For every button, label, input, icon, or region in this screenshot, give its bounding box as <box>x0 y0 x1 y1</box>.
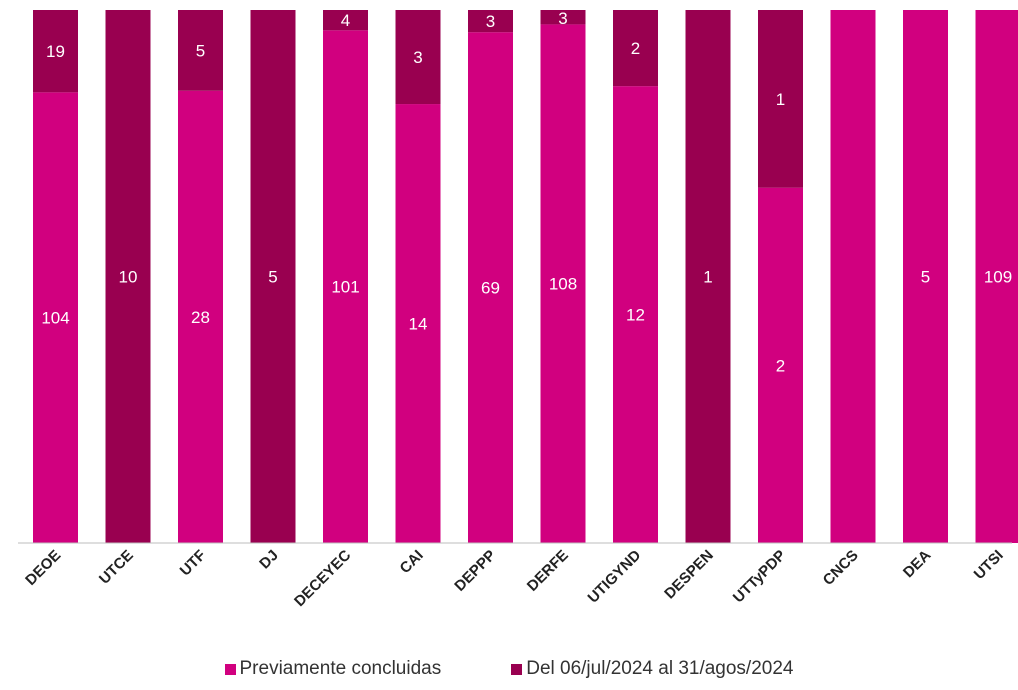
x-tick-label-dea: DEA <box>900 547 935 582</box>
bar-segment-previamente-deceyec <box>323 30 368 544</box>
bar-segment-periodo-utigynd <box>613 10 658 87</box>
bar-segment-previamente-utf <box>178 90 223 544</box>
bar-segment-periodo-despen <box>685 10 731 543</box>
x-tick-label-utce: UTCE <box>96 547 137 588</box>
bar-segment-previamente-deppp <box>468 32 513 543</box>
data-label-periodo-deoe: 19 <box>46 42 65 61</box>
legend-label-series-2: Del 06/jul/2024 al 31/agos/2024 <box>526 658 794 679</box>
legend-swatch-series-2 <box>511 663 523 675</box>
x-tick-label-derfe: DERFE <box>524 547 572 595</box>
data-label-periodo-despen: 1 <box>703 268 712 287</box>
data-label-periodo-uttypdp: 1 <box>776 90 785 109</box>
bar-segment-periodo-deceyec <box>323 10 368 31</box>
data-label-periodo-derfe: 3 <box>558 9 567 28</box>
bar-segment-previamente-uttypdp <box>758 187 803 543</box>
bar-segment-periodo-utf <box>178 10 223 91</box>
x-tick-label-despen: DESPEN <box>661 547 717 603</box>
bar-segment-previamente-derfe <box>540 24 586 544</box>
legend: Previamente concluidas Del 06/jul/2024 a… <box>0 658 1018 680</box>
bar-segment-previamente-utsi <box>975 10 1018 543</box>
x-tick-label-deoe: DEOE <box>22 547 64 589</box>
data-label-previamente-utf: 28 <box>191 308 210 327</box>
data-label-periodo-cai: 3 <box>413 48 422 67</box>
x-tick-labels-group: DEOE UTCE UTF DJ DECEYEC CAI DEPPP DERFE UTIGYND… <box>22 547 1007 610</box>
bar-segment-previamente-dea <box>903 10 948 543</box>
data-label-previamente-utsi: 109 <box>984 268 1012 287</box>
x-tick-label-utigynd: UTIGYND <box>585 547 645 607</box>
legend-label-series-1: Previamente concluidas <box>239 658 442 679</box>
data-label-previamente-uttypdp: 2 <box>776 356 785 375</box>
legend-swatch-series-1 <box>224 663 236 675</box>
data-label-previamente-derfe: 108 <box>549 275 577 294</box>
bars-group <box>33 10 1018 544</box>
bar-segment-periodo-deppp <box>468 10 513 33</box>
data-label-previamente-deppp: 69 <box>481 279 500 298</box>
x-tick-label-cncs: CNCS <box>820 547 862 589</box>
data-label-periodo-utf: 5 <box>196 41 205 60</box>
data-label-previamente-dea: 5 <box>921 268 930 287</box>
data-label-periodo-deceyec: 4 <box>341 11 350 30</box>
bar-segment-previamente-cai <box>395 104 441 543</box>
bar-segment-periodo-derfe <box>540 10 586 25</box>
x-tick-label-uttypdp: UTTyPDP <box>730 547 790 607</box>
x-tick-label-utsi: UTSI <box>971 547 1007 583</box>
data-label-periodo-utce: 10 <box>119 268 138 287</box>
bar-segment-periodo-utce <box>105 10 151 543</box>
data-label-periodo-deppp: 3 <box>486 12 495 31</box>
data-label-previamente-deoe: 104 <box>41 309 69 328</box>
legend-item-series-1: Previamente concluidas <box>224 658 442 680</box>
bar-segment-periodo-deoe <box>33 10 78 93</box>
bar-segment-periodo-cai <box>395 10 441 105</box>
x-tick-label-dj: DJ <box>256 547 282 573</box>
data-label-previamente-utigynd: 12 <box>626 306 645 325</box>
bar-segment-previamente-cncs <box>830 10 876 543</box>
x-tick-label-cai: CAI <box>397 547 427 577</box>
x-tick-label-deceyec: DECEYEC <box>291 547 354 610</box>
bar-segment-previamente-deoe <box>33 92 78 543</box>
x-tick-label-deppp: DEPPP <box>451 547 499 595</box>
bar-segment-periodo-uttypdp <box>758 10 803 188</box>
data-label-periodo-utigynd: 2 <box>631 39 640 58</box>
bar-segment-periodo-dj <box>250 10 296 543</box>
x-tick-label-utf: UTF <box>177 547 210 580</box>
data-label-periodo-dj: 5 <box>268 268 277 287</box>
data-label-previamente-cai: 14 <box>409 315 428 334</box>
legend-item-series-2: Del 06/jul/2024 al 31/agos/2024 <box>511 658 793 680</box>
data-label-previamente-deceyec: 101 <box>331 278 359 297</box>
bar-segment-previamente-utigynd <box>613 86 658 544</box>
